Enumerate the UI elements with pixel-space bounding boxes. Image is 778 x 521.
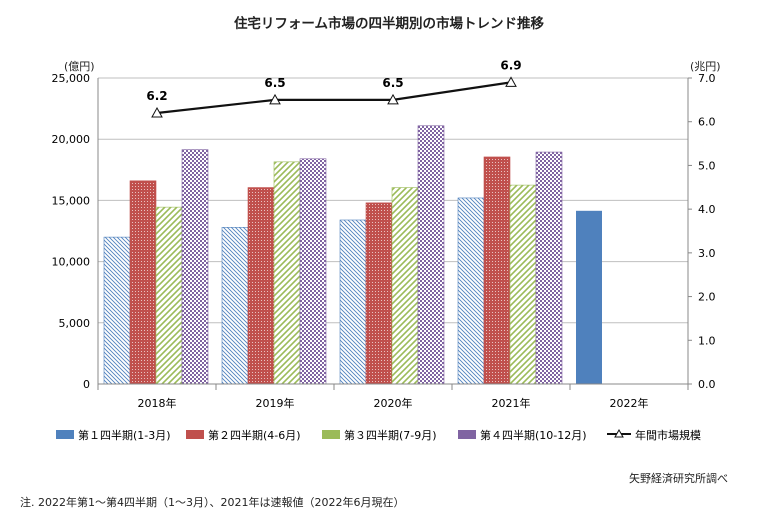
- bar-2-4: [483, 156, 511, 385]
- left-axis-unit: (億円): [64, 60, 95, 73]
- bar-3-2: [273, 161, 301, 385]
- y-left-tick-label: 0: [83, 378, 90, 391]
- legend-label-2: 第２四半期(4-6月): [208, 428, 301, 442]
- y-left-tick-label: 20,000: [52, 133, 91, 146]
- line-point-3: [387, 93, 399, 105]
- legend-swatch-2: [186, 430, 204, 439]
- y-left-tick-label: 25,000: [52, 72, 91, 85]
- chart-title: 住宅リフォーム市場の四半期別の市場トレンド推移: [233, 16, 545, 32]
- x-tick-label: 2022年: [610, 396, 649, 410]
- y-right-tick-label: 1.0: [698, 334, 716, 347]
- bar-2-3: [365, 202, 393, 385]
- bar-4-3: [417, 125, 445, 385]
- bars: [103, 125, 602, 385]
- bar-2-1: [129, 180, 157, 385]
- bar-1-5: [576, 210, 602, 384]
- line-point-1: [151, 106, 163, 118]
- legend-swatch-4: [458, 430, 476, 439]
- y-right-tick-label: 3.0: [698, 247, 716, 260]
- bar-3-1: [155, 206, 183, 385]
- legend-label-4: 第４四半期(10-12月): [480, 428, 587, 442]
- bar-1-1: [103, 236, 131, 385]
- right-axis-unit: (兆円): [690, 60, 721, 73]
- axes: 0 5,000 10,000 15,000 20,000 25,000 0.0 1.0 2.0 3…: [52, 72, 716, 410]
- y-right-tick-label: 6.0: [698, 116, 716, 129]
- bar-1-4: [457, 197, 485, 385]
- y-right-tick-label: 0.0: [698, 378, 716, 391]
- line-data-label: 6.2: [146, 89, 167, 103]
- bar-3-4: [509, 184, 537, 385]
- y-left-tick-label: 15,000: [52, 194, 91, 207]
- legend: 第１四半期(1-3月) 第２四半期(4-6月) 第３四半期(7-9月) 第４四半期(1…: [56, 428, 701, 442]
- legend-swatch-3: [322, 430, 340, 439]
- y-right-tick-label: 2.0: [698, 291, 716, 304]
- annual-market-line: 6.2 6.5 6.5 6.9: [146, 58, 522, 118]
- line-data-label: 6.5: [264, 76, 285, 90]
- y-right-tick-label: 7.0: [698, 72, 716, 85]
- annual-line-path: [156, 81, 512, 115]
- footnote: 注. 2022年第1～第4四半期（1～3月）、2021年は速報値（2022年6月…: [20, 496, 405, 509]
- line-point-2: [269, 93, 281, 105]
- x-tick-label: 2020年: [374, 396, 413, 410]
- x-tick-label: 2021年: [492, 396, 531, 410]
- bar-4-2: [299, 158, 327, 385]
- bar-1-2: [221, 227, 249, 385]
- line-data-label: 6.9: [500, 58, 521, 72]
- y-right-tick-label: 4.0: [698, 203, 716, 216]
- y-right-tick-label: 5.0: [698, 159, 716, 172]
- chart-svg: 0 5,000 10,000 15,000 20,000 25,000 0.0 1.0 2.0 3…: [52, 58, 716, 442]
- legend-label-1: 第１四半期(1-3月): [78, 428, 171, 442]
- bar-1-3: [339, 219, 367, 385]
- legend-line-marker: [614, 428, 624, 438]
- bar-3-3: [391, 187, 419, 385]
- bar-4-1: [181, 149, 209, 385]
- bar-4-4: [535, 151, 563, 385]
- y-left-tick-label: 5,000: [59, 317, 91, 330]
- legend-swatch-1: [56, 430, 74, 439]
- source-credit: 矢野経済研究所調べ: [629, 472, 728, 485]
- legend-label-3: 第３四半期(7-9月): [344, 428, 437, 442]
- legend-label-line: 年間市場規模: [635, 428, 701, 442]
- x-tick-label: 2019年: [256, 396, 295, 410]
- y-left-tick-label: 10,000: [52, 256, 91, 269]
- bar-2-2: [247, 187, 275, 385]
- line-point-4: [505, 76, 517, 87]
- line-data-label: 6.5: [382, 76, 403, 90]
- x-tick-label: 2018年: [138, 396, 177, 410]
